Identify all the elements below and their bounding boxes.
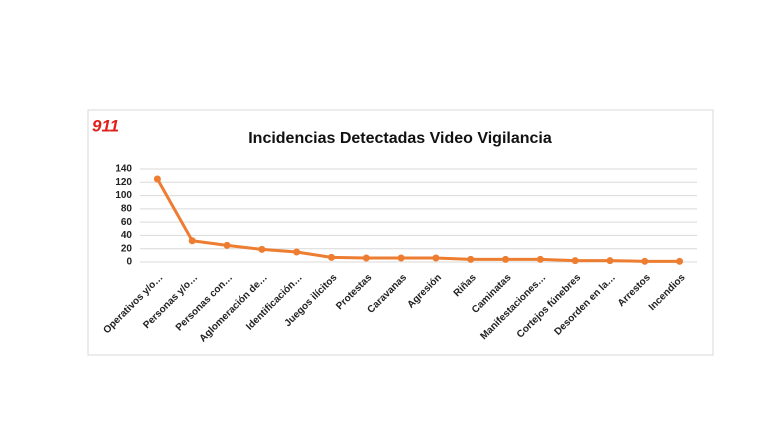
y-tick-label: 40 bbox=[121, 230, 133, 241]
marker bbox=[153, 175, 161, 183]
y-tick-label: 80 bbox=[121, 203, 133, 214]
marker bbox=[536, 255, 544, 263]
y-tick-label: 0 bbox=[126, 257, 132, 268]
marker bbox=[432, 254, 440, 262]
marker bbox=[606, 257, 614, 265]
marker bbox=[362, 254, 370, 262]
chart-frame bbox=[87, 109, 714, 356]
logo: 911 bbox=[92, 116, 119, 135]
marker bbox=[258, 245, 266, 253]
y-tick-label: 120 bbox=[115, 177, 132, 188]
marker bbox=[467, 255, 475, 263]
marker bbox=[502, 255, 510, 263]
y-tick-label: 20 bbox=[121, 243, 133, 254]
marker bbox=[327, 253, 335, 261]
marker bbox=[676, 257, 684, 265]
line bbox=[156, 178, 680, 263]
marker bbox=[188, 237, 196, 245]
marker bbox=[641, 257, 649, 265]
marker bbox=[571, 257, 579, 265]
chart-title: Incidencias Detectadas Video Vigilancia bbox=[248, 130, 552, 147]
marker bbox=[223, 241, 231, 249]
y-tick-label: 60 bbox=[121, 217, 133, 228]
y-tick-label: 100 bbox=[115, 190, 132, 201]
marker bbox=[293, 248, 301, 256]
y-tick-label: 140 bbox=[115, 164, 132, 175]
marker bbox=[397, 254, 405, 262]
